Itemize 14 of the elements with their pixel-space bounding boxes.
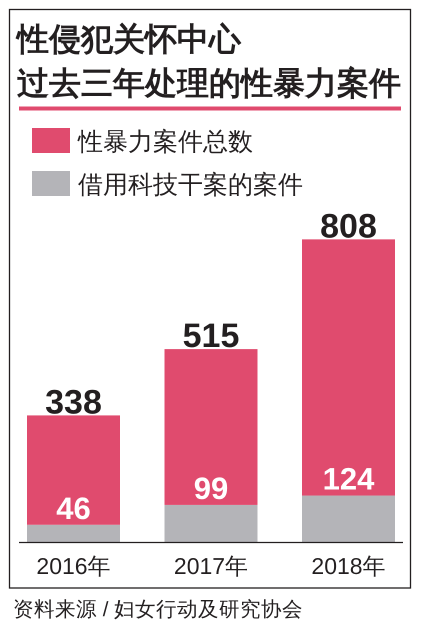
x-tick-label: 2017年 <box>174 553 248 579</box>
total-label: 338 <box>45 383 102 422</box>
total-label: 808 <box>320 207 377 246</box>
x-tick-label: 2018年 <box>311 553 386 579</box>
x-tick-label: 2016年 <box>36 553 111 579</box>
annotation: 资料来源 / 妇女行动及研究协会 <box>13 598 304 621</box>
total-label: 515 <box>182 317 240 356</box>
title: 性侵犯关怀中心 <box>17 21 241 57</box>
data-label: 99 <box>194 470 228 506</box>
data-label: 46 <box>56 490 91 526</box>
data-label: 124 <box>322 462 374 497</box>
subtitle: 过去三年处理的性暴力案件 <box>17 65 401 101</box>
legend-label: 借用科技干案的案件 <box>78 171 303 199</box>
legend-label: 性暴力案件总数 <box>78 128 253 156</box>
